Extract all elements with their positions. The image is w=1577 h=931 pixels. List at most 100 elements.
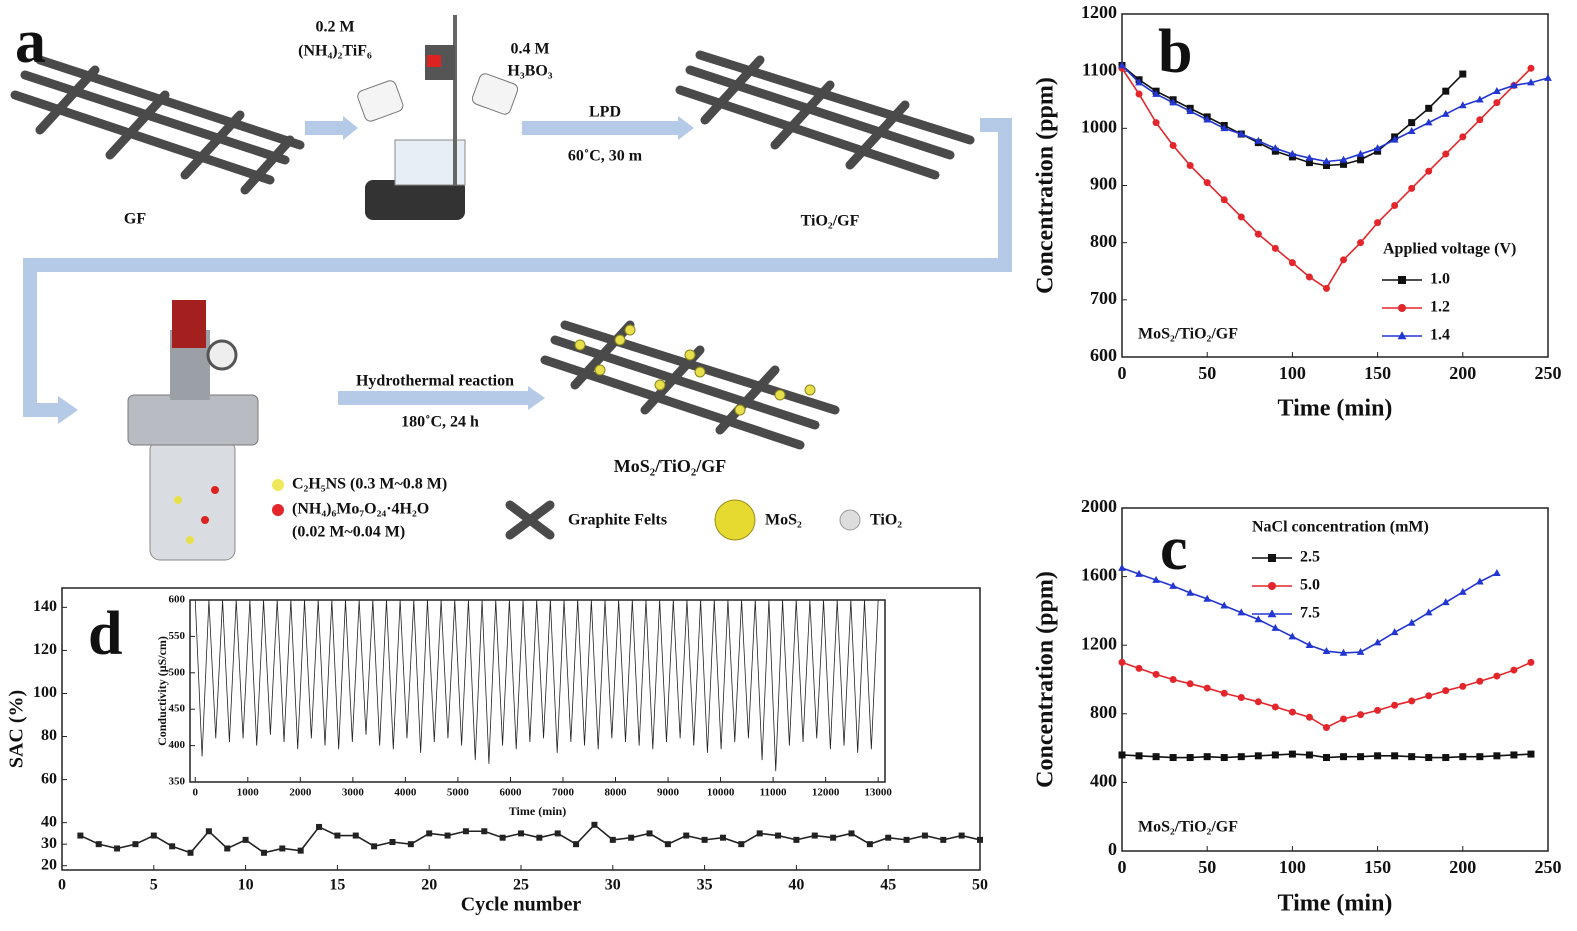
marker [1203, 179, 1211, 187]
marker [1135, 664, 1143, 672]
marker [1186, 161, 1194, 169]
label: (0.02 M~0.04 M) [292, 524, 405, 541]
x-tick-label: 6000 [499, 787, 522, 799]
marker [1374, 752, 1382, 760]
y-tick-label: 30 [41, 835, 57, 852]
marker [573, 841, 580, 848]
marker [958, 832, 965, 839]
marker [1267, 609, 1277, 618]
gf-felt [10, 55, 305, 195]
marker [1407, 126, 1416, 134]
marker [1357, 753, 1365, 761]
tio2-felt [675, 50, 975, 180]
x-tick-label: 2000 [289, 787, 312, 799]
y-tick-label: 120 [33, 641, 57, 658]
x-axis-label: Time (min) [1278, 396, 1393, 422]
y-tick-label: 800 [1090, 702, 1117, 722]
marker [1220, 689, 1228, 697]
label: GF [124, 211, 146, 228]
marker [1493, 752, 1501, 760]
plot-frame [1121, 507, 1549, 852]
label: MoS₂/TiO₂/GF [614, 456, 726, 476]
marker [1391, 202, 1399, 210]
marker [1220, 601, 1229, 609]
marker [1510, 81, 1518, 89]
marker [1237, 129, 1246, 137]
marker [1340, 753, 1348, 761]
marker [1135, 569, 1143, 577]
marker [1425, 104, 1433, 112]
marker [628, 834, 635, 841]
legend-label: 5.0 [1300, 577, 1320, 594]
marker [150, 832, 157, 839]
y-tick-label: 550 [169, 630, 186, 642]
x-tick-label: 4000 [394, 787, 417, 799]
marker [187, 849, 194, 856]
marker [334, 832, 341, 839]
marker [1118, 751, 1126, 759]
marker [1442, 87, 1450, 95]
y-tick-label: 100 [33, 684, 57, 701]
legend-title: Applied voltage (V) [1383, 241, 1516, 258]
marker [1357, 156, 1365, 164]
mos2-felt [540, 320, 840, 450]
marker [1220, 196, 1228, 204]
y-tick-label: 1200 [1081, 2, 1117, 22]
legend-label: 1.2 [1430, 299, 1450, 316]
marker [1169, 754, 1177, 762]
marker [1220, 754, 1228, 762]
marker [683, 832, 690, 839]
marker [1288, 153, 1296, 161]
marker [811, 832, 818, 839]
marker [77, 832, 84, 839]
marker [1493, 99, 1501, 107]
marker [1271, 244, 1279, 252]
x-tick-label: 15 [329, 877, 345, 894]
marker [1475, 577, 1484, 585]
marker [114, 845, 121, 852]
x-tick-label: 150 [1364, 857, 1391, 877]
x-tick-label: 35 [697, 877, 713, 894]
legend-label: 7.5 [1300, 605, 1320, 622]
x-tick-label: 10000 [707, 787, 735, 799]
x-tick-label: 11000 [760, 787, 787, 799]
marker [1288, 750, 1296, 758]
marker [1118, 61, 1126, 69]
label: Graphite Felts [568, 512, 667, 529]
marker [1459, 682, 1467, 690]
x-tick-label: 50 [1198, 857, 1216, 877]
marker [1186, 754, 1194, 762]
label: Hydrothermal reaction [356, 373, 514, 390]
label: (NH₄)₂TiF₆ [298, 43, 372, 60]
marker [1527, 750, 1535, 758]
x-tick-label: 0 [1118, 363, 1127, 383]
marker [536, 834, 543, 841]
label: (NH₄)₆Mo₇O₂₄·4H₂O [292, 501, 429, 518]
marker [1510, 666, 1518, 674]
legend-title: NaCl concentration (mM) [1252, 519, 1429, 536]
marker [1398, 276, 1406, 284]
x-tick-label: 5000 [447, 787, 470, 799]
marker [1441, 598, 1450, 606]
marker [352, 832, 359, 839]
marker [132, 841, 139, 848]
marker [1322, 724, 1330, 732]
marker [1271, 623, 1280, 631]
x-tick-label: 50 [1198, 363, 1216, 383]
marker [1356, 149, 1365, 157]
marker [866, 841, 873, 848]
marker [1408, 697, 1416, 705]
marker [1322, 647, 1331, 655]
marker [1152, 89, 1160, 97]
marker [1373, 144, 1382, 152]
marker [389, 839, 396, 846]
marker [1135, 90, 1143, 98]
marker [371, 843, 378, 850]
plot-frame [61, 587, 981, 871]
label: TiO₂ [870, 512, 902, 529]
marker [297, 847, 304, 854]
marker [1458, 101, 1467, 109]
y-tick-label: 500 [169, 666, 186, 678]
marker [426, 830, 433, 837]
marker [1459, 753, 1467, 761]
